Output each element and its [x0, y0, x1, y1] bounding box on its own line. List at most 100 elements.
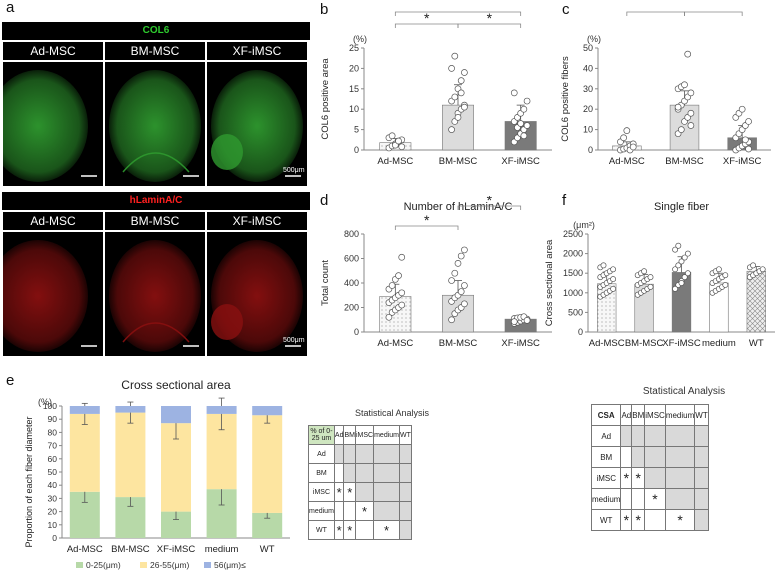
data-point	[398, 253, 406, 261]
y-tick-label: 5	[354, 125, 359, 135]
data-point	[620, 134, 627, 142]
table-cell	[620, 488, 633, 510]
significance-bracket	[457, 205, 522, 210]
data-point	[523, 122, 531, 129]
table-cell	[354, 520, 375, 540]
table-cell	[694, 467, 709, 489]
stacked-segment	[69, 406, 100, 414]
x-tick-label: Ad-MSC	[377, 156, 413, 167]
data-point	[750, 262, 757, 269]
micrograph-label-2: XF-iMSC	[207, 212, 307, 230]
data-point	[388, 282, 396, 289]
row-header: medium	[590, 488, 622, 510]
y-tick-label: 40	[48, 480, 58, 490]
y-axis-label: Cross sectional area	[544, 239, 555, 326]
x-tick-label: XF-iMSC	[723, 156, 762, 167]
legend-swatch	[204, 562, 211, 568]
chart-col6-area: 0 5 10 15 20 25(%) COL6 positive area Ad-MSC BM-…	[320, 8, 552, 167]
row-header: iMSC	[308, 482, 335, 502]
table-corner: % of 0-25 um	[308, 425, 335, 445]
panel-label-c: c	[562, 1, 570, 18]
data-point	[454, 260, 462, 267]
y-tick-label: 2500	[563, 229, 583, 239]
y-axis-label: COL6 positive area	[320, 58, 331, 140]
table-cell	[343, 501, 356, 521]
data-point	[448, 316, 455, 324]
table-cell	[373, 482, 400, 502]
significance-bracket	[394, 11, 522, 16]
x-tick-label: medium	[702, 338, 736, 349]
bar	[669, 104, 700, 151]
legend-swatch	[140, 562, 147, 568]
y-tick-label: 20	[583, 104, 593, 114]
x-tick-label: WT	[260, 544, 275, 555]
stat-table: % of 0-25 um Ad BM iMSC medium WT Ad BM iMSC * * me…	[308, 425, 412, 540]
stat-table-title: Statistical Analysis	[354, 408, 430, 418]
panel-label-a: a	[6, 0, 15, 16]
x-tick-label: BM-MSC	[625, 338, 664, 349]
data-point	[623, 127, 631, 134]
y-tick-label: 400	[344, 278, 359, 288]
data-point	[457, 89, 465, 97]
data-point	[738, 105, 746, 113]
significance-cell: *	[620, 509, 633, 531]
chart-single-fiber: 0 500 1000 1500 2000 2500(μm²) Single fiber Cro…	[544, 201, 775, 349]
data-point	[687, 122, 695, 129]
hlamin-micrograph-panel: hLaminA/C Ad-MSC BM-MSC XF-iMSC 500μm	[2, 192, 310, 356]
data-point	[647, 283, 654, 290]
data-point	[678, 258, 685, 265]
x-tick-label: XF-iMSC	[157, 544, 196, 555]
micrograph-image-1	[105, 62, 205, 186]
y-tick-label: 200	[344, 303, 359, 313]
data-point	[681, 274, 688, 281]
data-point	[745, 145, 752, 153]
micrograph-label-0: Ad-MSC	[3, 42, 103, 60]
table-cell	[644, 467, 666, 489]
significance-marker: *	[424, 212, 430, 228]
tissue-fold	[122, 152, 190, 173]
significance-marker: *	[487, 196, 493, 208]
column-header: medium	[373, 425, 400, 445]
data-point	[448, 65, 455, 72]
table-cell	[694, 488, 709, 510]
y-tick-label: 30	[48, 493, 58, 503]
data-point	[395, 137, 402, 145]
row-header: Ad	[590, 425, 622, 447]
data-point	[687, 89, 695, 97]
micrograph-title: hLaminA/C	[2, 192, 310, 210]
data-point	[745, 118, 752, 125]
column-header: medium	[664, 404, 696, 426]
bar	[379, 296, 412, 333]
data-point	[610, 266, 617, 273]
significance-cell: *	[343, 520, 356, 540]
y-tick-label: 50	[583, 43, 593, 53]
table-cell	[399, 501, 412, 521]
data-point	[610, 285, 617, 292]
data-point	[520, 132, 528, 140]
y-tick-label: 40	[583, 63, 593, 73]
y-tick-label: 60	[48, 454, 58, 464]
significance-marker: *	[455, 8, 461, 14]
data-point	[641, 268, 648, 275]
micrograph-title: COL6	[2, 22, 310, 40]
row-header: Ad	[308, 444, 335, 464]
y-tick-label: 1500	[563, 268, 583, 278]
table-cell	[373, 463, 400, 483]
chart-cross-sectional-area: Cross sectional area (%) 0 10 20 30 40 50 60 70 80…	[24, 378, 290, 570]
table-cell	[664, 446, 696, 468]
table-cell	[373, 444, 400, 464]
significance-cell: *	[333, 520, 345, 540]
y-tick-label: 20	[48, 507, 58, 517]
x-tick-label: medium	[205, 544, 239, 555]
data-point	[684, 50, 692, 58]
y-unit-label: (%)	[38, 397, 52, 407]
significance-cell: *	[664, 509, 696, 531]
y-tick-label: 0	[354, 327, 359, 337]
data-point	[461, 246, 468, 254]
table-cell	[631, 446, 646, 468]
data-point	[677, 126, 685, 133]
significance-cell: *	[631, 509, 646, 531]
data-point	[610, 276, 617, 283]
legend-swatch	[76, 562, 83, 568]
